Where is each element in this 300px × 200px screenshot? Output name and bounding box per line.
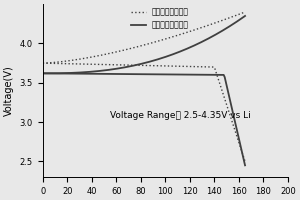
未热处理三元材料 bbox=[95, 55, 98, 57]
热处理后三元材料 bbox=[79, 71, 82, 74]
Line: 未热处理三元材料: 未热处理三元材料 bbox=[43, 12, 245, 63]
Line: 热处理后三元材料: 热处理后三元材料 bbox=[43, 16, 245, 73]
热处理后三元材料 bbox=[233, 22, 237, 24]
Y-axis label: Voltage(V): Voltage(V) bbox=[4, 65, 14, 116]
热处理后三元材料 bbox=[226, 26, 230, 29]
未热处理三元材料 bbox=[49, 62, 52, 64]
未热处理三元材料 bbox=[79, 58, 82, 60]
热处理后三元材料 bbox=[41, 72, 44, 75]
热处理后三元材料 bbox=[49, 72, 52, 75]
Legend: 未热处理三元材料, 热处理后三元材料: 未热处理三元材料, 热处理后三元材料 bbox=[128, 5, 192, 32]
热处理后三元材料 bbox=[53, 72, 57, 74]
未热处理三元材料 bbox=[243, 11, 247, 13]
热处理后三元材料 bbox=[95, 70, 98, 72]
Text: Voltage Range： 2.5-4.35V vs Li: Voltage Range： 2.5-4.35V vs Li bbox=[110, 111, 251, 120]
热处理后三元材料 bbox=[243, 15, 247, 17]
未热处理三元材料 bbox=[53, 61, 57, 64]
未热处理三元材料 bbox=[41, 62, 44, 64]
未热处理三元材料 bbox=[226, 17, 230, 20]
未热处理三元材料 bbox=[233, 15, 237, 17]
